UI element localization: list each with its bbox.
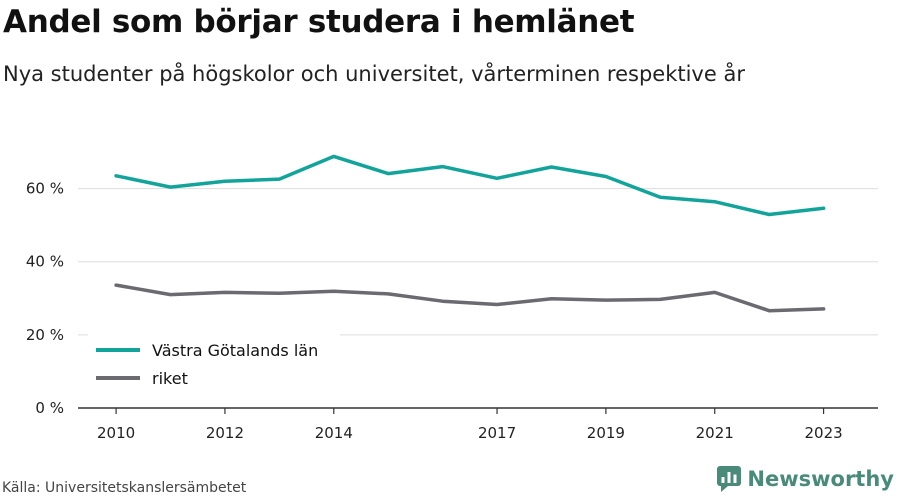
y-tick-label-60: 60 % bbox=[26, 180, 64, 198]
series-line-riket bbox=[114, 283, 826, 313]
y-tick-label-0: 0 % bbox=[35, 399, 64, 417]
y-tick-label-20: 20 % bbox=[26, 326, 64, 344]
series-line-vastra-gotaland bbox=[114, 154, 826, 217]
chart-subtitle: Nya studenter på högskolor och universit… bbox=[3, 62, 745, 86]
chart-title: Andel som börjar studera i hemlänet bbox=[3, 4, 635, 40]
x-tick-label-2019: 2019 bbox=[587, 424, 625, 442]
legend-label-0: Västra Götalands län bbox=[152, 341, 318, 360]
series-lines bbox=[114, 154, 826, 313]
newsworthy-logo-icon bbox=[717, 466, 742, 492]
x-tick-label-2023: 2023 bbox=[804, 424, 842, 442]
y-tick-label-40: 40 % bbox=[26, 253, 64, 271]
x-tick-label-2012: 2012 bbox=[206, 424, 244, 442]
brand-name: Newsworthy bbox=[747, 467, 894, 491]
legend-background bbox=[88, 334, 340, 400]
brand-logo: Newsworthy bbox=[717, 466, 894, 492]
x-tick-label-2021: 2021 bbox=[696, 424, 734, 442]
x-tick-label-2014: 2014 bbox=[315, 424, 353, 442]
x-tick-label-2017: 2017 bbox=[478, 424, 516, 442]
legend: Västra Götalands län riket bbox=[88, 334, 340, 400]
x-axis: 2010 2012 2014 2017 2019 2021 2023 bbox=[78, 407, 878, 442]
x-tick-label-2010: 2010 bbox=[97, 424, 135, 442]
legend-label-1: riket bbox=[152, 369, 188, 388]
y-axis-labels: 0 % 20 % 40 % 60 % bbox=[26, 180, 64, 417]
source-note: Källa: Universitetskanslersämbetet bbox=[2, 480, 247, 496]
